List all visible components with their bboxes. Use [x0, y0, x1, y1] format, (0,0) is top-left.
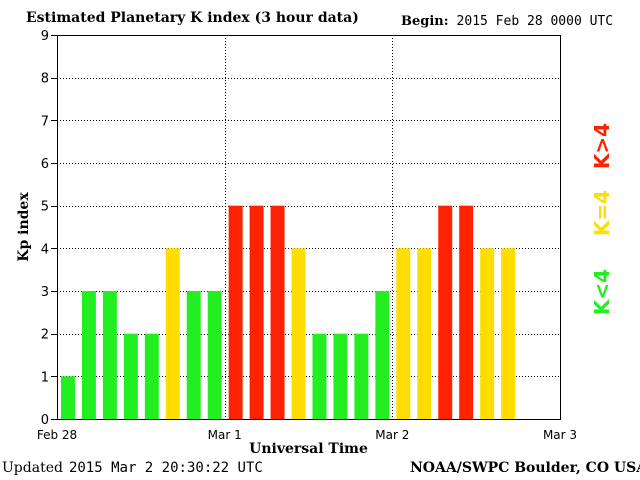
- chart-title: Estimated Planetary K index (3 hour data…: [26, 10, 359, 26]
- bar: [417, 248, 432, 419]
- bar: [102, 291, 117, 419]
- bar: [480, 248, 495, 419]
- y-ticks: 0 1 2 3 4 5 6 7 8 9: [41, 29, 57, 428]
- bar: [81, 291, 96, 419]
- y-tick-label: 3: [41, 285, 49, 300]
- y-tick-label: 6: [41, 157, 49, 172]
- bar: [438, 205, 453, 419]
- bar: [144, 333, 159, 419]
- y-tick-label: 5: [41, 200, 49, 215]
- grid-lines: [57, 35, 560, 419]
- updated-label: Updated: [2, 460, 63, 476]
- y-tick-label: 9: [41, 29, 49, 44]
- begin-label: Begin:: [401, 14, 449, 29]
- y-tick-label: 2: [41, 328, 49, 343]
- source-credit: NOAA/SWPC Boulder, CO USA: [410, 460, 640, 476]
- plot-frame: [57, 35, 561, 420]
- x-ticks: Feb 28 Mar 1 Mar 2 Mar 3: [37, 428, 577, 442]
- y-tick-label: 8: [41, 72, 49, 87]
- updated-value: 2015 Mar 2 20:30:22 UTC: [68, 460, 263, 476]
- bar: [61, 376, 75, 419]
- legend-item: K>4: [590, 123, 614, 169]
- y-tick-label: 7: [41, 114, 49, 129]
- bar: [207, 291, 222, 419]
- bar: [270, 205, 285, 419]
- bar: [333, 333, 348, 419]
- bar: [375, 291, 390, 419]
- bar: [123, 333, 138, 419]
- x-tick-label: Mar 1: [208, 428, 242, 442]
- legend: K<4 K=4 K>4: [590, 123, 614, 315]
- bar: [165, 248, 180, 419]
- bars: [61, 205, 516, 419]
- updated-timestamp: Updated 2015 Mar 2 20:30:22 UTC: [2, 460, 263, 476]
- bar: [228, 205, 243, 419]
- bar: [396, 248, 411, 419]
- bar: [291, 248, 306, 419]
- begin-time: Begin: 2015 Feb 28 0000 UTC: [401, 14, 613, 29]
- bar: [186, 291, 201, 419]
- x-axis-label: Universal Time: [249, 441, 368, 457]
- bar: [354, 333, 369, 419]
- legend-item: K=4: [590, 190, 614, 236]
- y-tick-label: 1: [41, 370, 49, 385]
- legend-item: K<4: [590, 269, 614, 315]
- y-tick-label: 4: [41, 242, 49, 257]
- x-tick-label: Feb 28: [37, 428, 77, 442]
- y-axis-label: Kp index: [16, 192, 32, 262]
- x-tick-label: Mar 2: [375, 428, 409, 442]
- bar: [249, 205, 264, 419]
- y-tick-label: 0: [41, 413, 49, 428]
- x-tick-label: Mar 3: [543, 428, 577, 442]
- bar: [459, 205, 474, 419]
- begin-value: 2015 Feb 28 0000 UTC: [456, 14, 614, 29]
- bar: [312, 333, 327, 419]
- bar: [501, 248, 516, 419]
